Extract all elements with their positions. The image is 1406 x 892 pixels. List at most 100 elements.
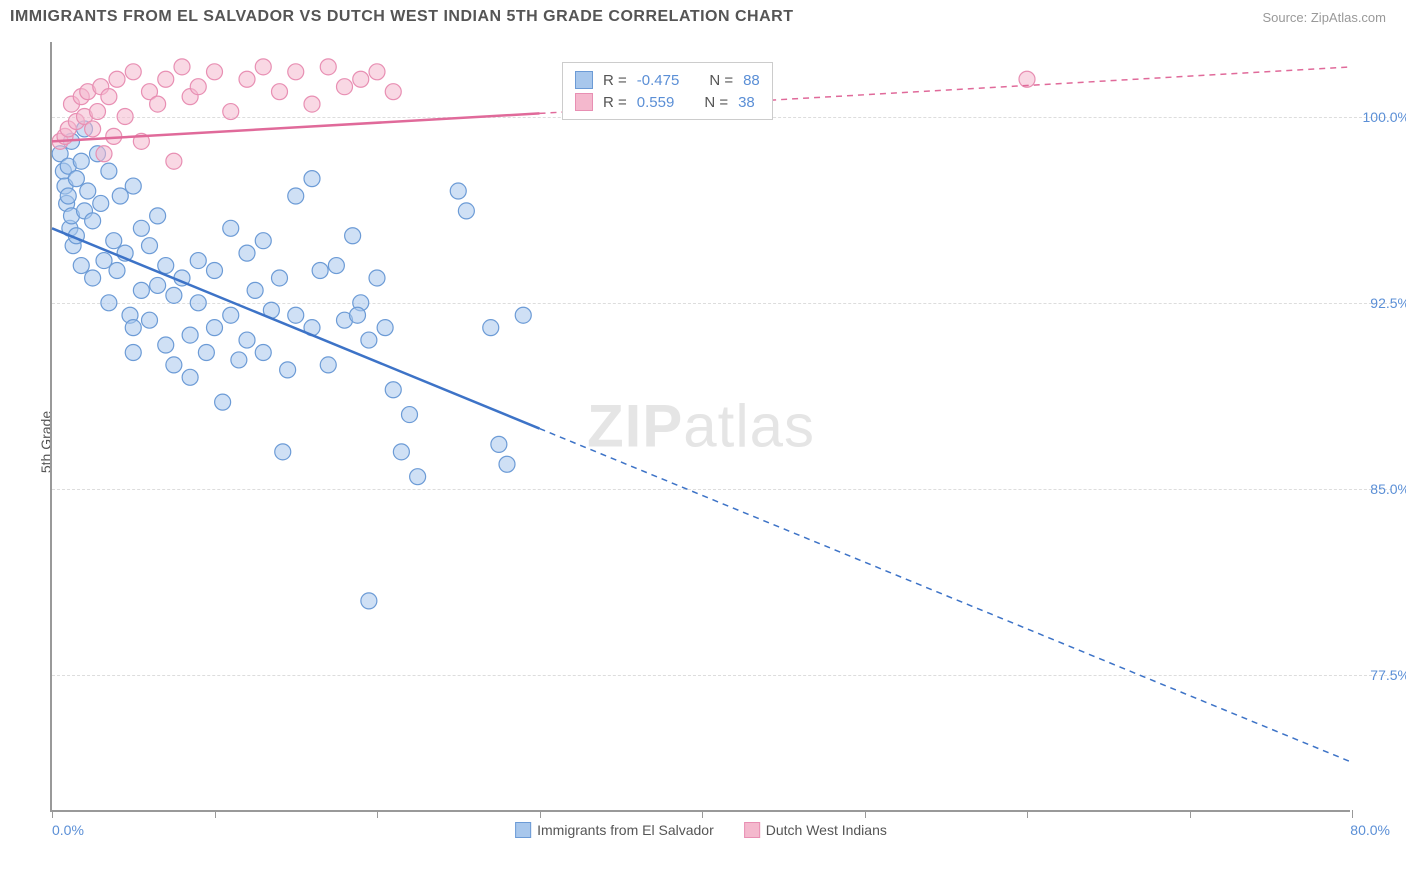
chart-container: 5th Grade 77.5%85.0%92.5%100.0% ZIPatlas… (50, 42, 1390, 842)
x-tick (1352, 810, 1353, 818)
scatter-point (90, 104, 106, 120)
scatter-point (304, 96, 320, 112)
trend-line-dashed (540, 429, 1353, 763)
legend-r-value: -0.475 (637, 72, 680, 89)
legend-series-label: Immigrants from El Salvador (537, 822, 714, 838)
scatter-point (101, 89, 117, 105)
scatter-point (190, 295, 206, 311)
scatter-point (117, 109, 133, 125)
legend-series-item: Immigrants from El Salvador (515, 822, 714, 838)
scatter-point (207, 64, 223, 80)
legend-r-label: R = (603, 72, 627, 89)
scatter-point (458, 203, 474, 219)
scatter-point (450, 183, 466, 199)
scatter-point (393, 444, 409, 460)
legend-swatch (744, 822, 760, 838)
source-attribution: Source: ZipAtlas.com (1262, 10, 1386, 25)
scatter-point (255, 344, 271, 360)
scatter-point (312, 263, 328, 279)
scatter-point (361, 593, 377, 609)
correlation-legend: R = -0.475 N = 88 R = 0.559 N = 38 (562, 62, 773, 120)
legend-swatch (575, 93, 593, 111)
scatter-point (345, 228, 361, 244)
legend-n-value: 88 (743, 72, 760, 89)
scatter-point (142, 238, 158, 254)
scatter-point (166, 287, 182, 303)
scatter-point (377, 320, 393, 336)
plot-area: 77.5%85.0%92.5%100.0% ZIPatlas R =-0.475… (50, 42, 1350, 812)
scatter-point (109, 263, 125, 279)
scatter-point (402, 407, 418, 423)
legend-r-label: R = (603, 94, 627, 111)
legend-n-label: N = (704, 94, 728, 111)
scatter-point (125, 64, 141, 80)
scatter-point (80, 183, 96, 199)
y-tick-label: 92.5% (1370, 295, 1406, 311)
legend-r-value: 0.559 (637, 94, 675, 111)
scatter-point (385, 382, 401, 398)
scatter-point (158, 71, 174, 87)
legend-row: R = -0.475 N = 88 (575, 69, 760, 91)
legend-n-value: 38 (738, 94, 755, 111)
scatter-point (328, 258, 344, 274)
scatter-point (133, 282, 149, 298)
source-name: ZipAtlas.com (1311, 10, 1386, 25)
series-legend: Immigrants from El Salvador Dutch West In… (515, 822, 887, 838)
scatter-point (288, 188, 304, 204)
scatter-point (85, 121, 101, 137)
scatter-point (515, 307, 531, 323)
scatter-point (68, 171, 84, 187)
scatter-point (125, 178, 141, 194)
scatter-point (166, 357, 182, 373)
y-tick-label: 77.5% (1370, 667, 1406, 683)
legend-series-label: Dutch West Indians (766, 822, 887, 838)
scatter-point (93, 195, 109, 211)
scatter-point (239, 245, 255, 261)
scatter-point (109, 71, 125, 87)
scatter-point (239, 71, 255, 87)
scatter-point (150, 96, 166, 112)
scatter-point (499, 456, 515, 472)
scatter-point (166, 153, 182, 169)
scatter-point (353, 71, 369, 87)
scatter-point (106, 233, 122, 249)
legend-swatch (575, 71, 593, 89)
x-axis-min-label: 0.0% (52, 822, 84, 838)
scatter-point (275, 444, 291, 460)
scatter-point (247, 282, 263, 298)
scatter-point (207, 320, 223, 336)
scatter-point (361, 332, 377, 348)
scatter-point (304, 171, 320, 187)
x-axis-max-label: 80.0% (1350, 822, 1390, 838)
scatter-point (337, 79, 353, 95)
scatter-point (101, 295, 117, 311)
scatter-point (198, 344, 214, 360)
scatter-point (255, 233, 271, 249)
legend-n-label: N = (709, 72, 733, 89)
scatter-point (182, 369, 198, 385)
scatter-point (369, 270, 385, 286)
chart-title: IMMIGRANTS FROM EL SALVADOR VS DUTCH WES… (10, 8, 793, 26)
scatter-point (483, 320, 499, 336)
scatter-point (85, 213, 101, 229)
scatter-point (101, 163, 117, 179)
legend-row: R = 0.559 N = 38 (575, 91, 760, 113)
scatter-svg (52, 42, 1352, 812)
y-tick-label: 100.0% (1363, 109, 1406, 125)
scatter-point (223, 104, 239, 120)
scatter-point (190, 79, 206, 95)
scatter-point (369, 64, 385, 80)
scatter-point (174, 59, 190, 75)
scatter-point (280, 362, 296, 378)
scatter-point (150, 277, 166, 293)
scatter-point (73, 258, 89, 274)
scatter-point (272, 270, 288, 286)
scatter-point (142, 312, 158, 328)
scatter-point (190, 253, 206, 269)
scatter-point (215, 394, 231, 410)
legend-swatch (515, 822, 531, 838)
scatter-point (182, 327, 198, 343)
scatter-point (73, 153, 89, 169)
y-tick-label: 85.0% (1370, 481, 1406, 497)
scatter-point (125, 320, 141, 336)
